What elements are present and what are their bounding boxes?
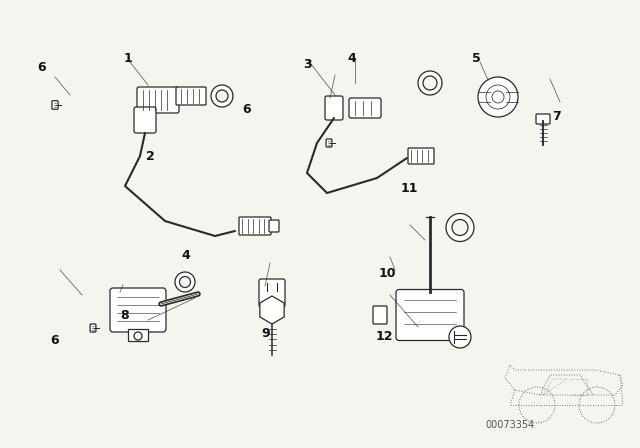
FancyBboxPatch shape	[536, 114, 550, 124]
FancyBboxPatch shape	[137, 87, 179, 113]
FancyBboxPatch shape	[349, 98, 381, 118]
Circle shape	[449, 326, 471, 348]
FancyBboxPatch shape	[396, 289, 464, 340]
FancyBboxPatch shape	[110, 288, 166, 332]
Circle shape	[216, 90, 228, 102]
Text: 4: 4	[348, 52, 356, 65]
Text: 8: 8	[120, 309, 129, 323]
Circle shape	[446, 214, 474, 241]
FancyBboxPatch shape	[408, 148, 434, 164]
Circle shape	[211, 85, 233, 107]
FancyBboxPatch shape	[90, 324, 96, 332]
Polygon shape	[128, 329, 148, 341]
Text: 2: 2	[146, 150, 155, 164]
Circle shape	[418, 71, 442, 95]
Text: 5: 5	[472, 52, 481, 65]
FancyBboxPatch shape	[259, 279, 285, 307]
Text: 3: 3	[303, 58, 312, 72]
Circle shape	[423, 76, 437, 90]
Text: 12: 12	[375, 329, 393, 343]
FancyBboxPatch shape	[269, 220, 279, 232]
Circle shape	[179, 276, 191, 288]
Circle shape	[486, 85, 510, 109]
FancyBboxPatch shape	[134, 107, 156, 133]
FancyBboxPatch shape	[325, 96, 343, 120]
Text: 6: 6	[242, 103, 251, 116]
FancyBboxPatch shape	[52, 101, 58, 109]
Circle shape	[134, 332, 142, 340]
Text: 6: 6	[37, 60, 46, 74]
Circle shape	[492, 91, 504, 103]
FancyBboxPatch shape	[373, 306, 387, 324]
Circle shape	[478, 77, 518, 117]
FancyBboxPatch shape	[239, 217, 271, 235]
FancyBboxPatch shape	[176, 87, 206, 105]
Text: 4: 4	[181, 249, 190, 262]
Text: 7: 7	[552, 110, 561, 123]
Text: 9: 9	[261, 327, 270, 340]
Text: 1: 1	[124, 52, 132, 65]
Text: 00073354: 00073354	[485, 420, 534, 430]
FancyBboxPatch shape	[326, 139, 332, 147]
Text: 11: 11	[401, 181, 419, 195]
Circle shape	[452, 220, 468, 236]
Text: 6: 6	[50, 334, 59, 347]
Text: 10: 10	[378, 267, 396, 280]
Circle shape	[175, 272, 195, 292]
Polygon shape	[260, 296, 284, 324]
